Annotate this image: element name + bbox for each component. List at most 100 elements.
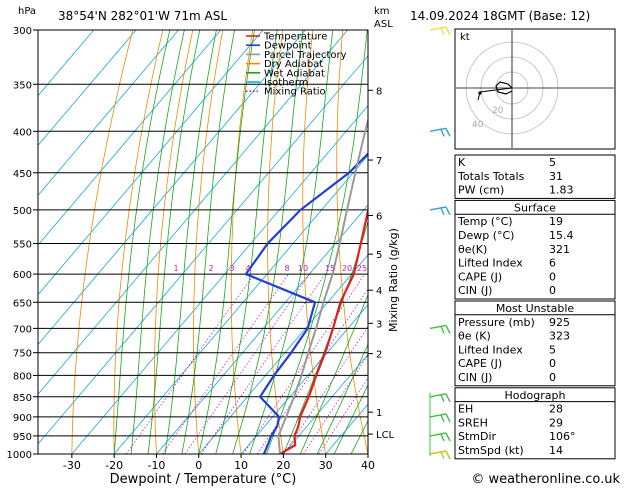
- wind-barb-shaft: [429, 450, 447, 455]
- pressure-axis: 300 350 400 450 500 550 600 650 700 750 800 850 900 9…: [7, 26, 38, 461]
- temperature-tick-label: -20: [105, 459, 123, 472]
- copyright: © weatheronline.co.uk: [471, 472, 620, 486]
- temperature-tick-label: 20: [276, 459, 290, 472]
- mixing-ratio-line: [125, 273, 255, 454]
- pressure-tick-label: 850: [13, 393, 32, 404]
- wind-barb-shaft: [429, 26, 447, 31]
- temperature-tick-label: 30: [319, 459, 333, 472]
- height-tick-label: 3: [376, 319, 382, 330]
- mixing-ratio-label: 8: [284, 264, 289, 273]
- wind-barb-flag: [440, 326, 445, 334]
- height-tick-label: 8: [376, 86, 382, 97]
- location-title: 38°54'N 282°01'W 71m ASL: [58, 9, 227, 23]
- datetime-title: 14.09.2024 18GMT (Base: 12): [410, 9, 590, 23]
- wind-barb-flag: [445, 127, 451, 137]
- pressure-tick-label: 500: [13, 206, 32, 217]
- temperature-axis: -30 -20 -10 0 10 20 30 40: [63, 454, 375, 472]
- pressure-tick-label: 950: [13, 432, 32, 443]
- series-parcel-trajectory: [277, 116, 368, 454]
- wind-barb-shaft: [429, 432, 447, 437]
- temperature-tick-label: 40: [361, 459, 375, 472]
- temperature-tick-label: -30: [63, 459, 81, 472]
- most-unstable-stat-title: Most Unstable: [496, 302, 575, 315]
- pressure-tick-label: 300: [13, 26, 32, 37]
- wind-barb: [429, 413, 451, 423]
- wind-barb-flag: [440, 451, 445, 460]
- surface-stat-box: [454, 199, 616, 300]
- plot-frame: [37, 29, 369, 455]
- wind-barb: [429, 26, 451, 36]
- wind-barbs: [429, 26, 451, 460]
- mixing-ratio-label: 25: [357, 264, 367, 273]
- wind-barb-shaft: [429, 206, 447, 211]
- mixing-ratio-label: 2: [208, 264, 213, 273]
- pressure-tick-label: 350: [13, 80, 32, 91]
- most-unstable-stat-value: 925: [549, 316, 570, 329]
- km-unit: km: [374, 6, 390, 17]
- temperature-tick-label: -10: [147, 459, 165, 472]
- most-unstable-stat-label: θe (K): [458, 330, 491, 343]
- most-unstable-stat-label: CIN (J): [458, 371, 492, 384]
- dry-adiabat-line: [230, 30, 254, 454]
- pressure-tick-label: 600: [13, 270, 32, 281]
- isotherm-line: [38, 30, 306, 346]
- legend-label: Mixing Ratio: [264, 87, 326, 98]
- legend-item: Mixing Ratio: [246, 87, 326, 98]
- mixing-ratio-label: 3: [229, 264, 234, 273]
- hodograph-ring-label: 20: [492, 106, 504, 116]
- index-stat-value: 31: [549, 170, 563, 183]
- mixing-ratio-label: 10: [298, 264, 308, 273]
- height-tick-label: 2: [376, 350, 382, 361]
- pressure-tick-label: 450: [13, 169, 32, 180]
- legend-item: Dry Adiabat: [246, 59, 323, 70]
- sounding-series: [244, 116, 368, 454]
- pressure-tick-label: 400: [13, 127, 32, 138]
- hodograph-stat-value: 106°: [549, 430, 576, 443]
- hodograph-stat-value: 14: [549, 444, 563, 457]
- dry-adiabat-line: [193, 30, 224, 454]
- hodograph-stat-title: Hodograph: [505, 389, 566, 402]
- wind-barb-shaft: [429, 324, 447, 330]
- hodograph-stat-value: 28: [549, 403, 563, 416]
- dry-adiabat-line: [71, 30, 134, 454]
- wind-barb: [429, 450, 451, 460]
- index-stat-label: Totals Totals: [457, 170, 525, 183]
- surface-stat-value: 0: [549, 284, 556, 297]
- height-tick-label: 1: [376, 408, 382, 419]
- wind-barb-flag: [440, 414, 445, 423]
- wind-barb-flag: [440, 394, 445, 403]
- mixing-ratio-axis-label: Mixing Ratio (g/kg): [387, 228, 400, 332]
- hodograph-stat-label: EH: [458, 403, 473, 416]
- dry-adiabat-line: [113, 30, 164, 454]
- mixing-ratio-line: [318, 377, 368, 454]
- index-stat-value: 5: [549, 156, 556, 169]
- hodograph-stat-value: 29: [549, 416, 563, 429]
- isotherm-line: [71, 104, 368, 454]
- hodograph-unit: kt: [460, 32, 470, 43]
- mixing-ratio-label: 4: [245, 264, 250, 273]
- surface-stat-label: Lifted Index: [458, 257, 523, 270]
- surface-stat-value: 321: [549, 243, 570, 256]
- index-box: [454, 154, 616, 199]
- wind-barb-flag: [445, 450, 451, 460]
- asl-unit: ASL: [374, 19, 393, 30]
- wet-adiabat-line: [181, 30, 235, 454]
- wind-barb-flag: [445, 413, 451, 423]
- wind-barb-flag: [440, 433, 445, 442]
- surface-stat-value: 6: [549, 257, 556, 270]
- wet-adiabat-line: [316, 343, 368, 454]
- isotherm-line: [38, 55, 368, 445]
- surface-stat-label: Temp (°C): [457, 215, 513, 228]
- legend-item: Wet Adiabat: [246, 68, 325, 79]
- surface-stat-value: 15.4: [549, 229, 574, 242]
- legend-label: Dewpoint: [264, 41, 312, 52]
- wind-barb-flag: [440, 129, 445, 137]
- dry-adiabat-line: [402, 30, 453, 454]
- wet-adiabat-line: [333, 384, 368, 454]
- height-tick-label: 6: [376, 211, 382, 222]
- hodograph-storm-point: [478, 91, 482, 95]
- most-unstable-stat-label: Pressure (mb): [458, 316, 535, 329]
- hodograph-stat-box: [454, 387, 616, 460]
- temperature-tick-label: 0: [195, 459, 202, 472]
